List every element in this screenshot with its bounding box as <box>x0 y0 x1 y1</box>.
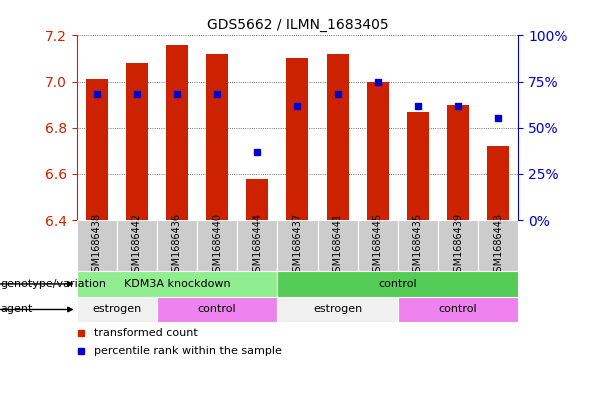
Bar <box>77 220 117 271</box>
Text: agent: agent <box>0 305 32 314</box>
Text: estrogen: estrogen <box>92 305 141 314</box>
Bar <box>126 63 148 220</box>
Bar <box>246 178 269 220</box>
Text: control: control <box>439 305 478 314</box>
Bar <box>77 297 157 322</box>
Text: GSM1686438: GSM1686438 <box>92 213 102 278</box>
Bar <box>237 220 277 271</box>
Bar <box>407 112 429 220</box>
Bar <box>277 297 398 322</box>
Text: control: control <box>198 305 236 314</box>
Text: transformed count: transformed count <box>94 328 198 338</box>
Bar <box>478 220 518 271</box>
Title: GDS5662 / ILMN_1683405: GDS5662 / ILMN_1683405 <box>207 18 388 31</box>
Text: GSM1686441: GSM1686441 <box>333 213 343 278</box>
Bar <box>117 220 157 271</box>
Bar <box>317 220 358 271</box>
Text: estrogen: estrogen <box>313 305 362 314</box>
Bar <box>197 220 237 271</box>
Bar <box>367 82 389 220</box>
Text: GSM1686435: GSM1686435 <box>413 213 423 278</box>
Bar <box>487 146 509 220</box>
Bar <box>398 297 518 322</box>
Bar <box>206 54 228 220</box>
Text: GSM1686442: GSM1686442 <box>132 213 142 278</box>
Bar <box>398 220 438 271</box>
Bar <box>277 220 317 271</box>
Bar <box>438 220 478 271</box>
Text: GSM1686440: GSM1686440 <box>212 213 222 278</box>
Bar <box>166 44 188 220</box>
Bar <box>85 79 108 220</box>
Bar <box>358 220 398 271</box>
Bar <box>77 271 277 297</box>
Text: GSM1686436: GSM1686436 <box>172 213 182 278</box>
Text: percentile rank within the sample: percentile rank within the sample <box>94 345 282 356</box>
Text: GSM1686439: GSM1686439 <box>453 213 463 278</box>
Bar <box>447 105 469 220</box>
Bar <box>277 271 518 297</box>
Text: KDM3A knockdown: KDM3A knockdown <box>124 279 230 289</box>
Text: GSM1686444: GSM1686444 <box>252 213 262 278</box>
Bar <box>326 54 349 220</box>
Bar <box>157 220 197 271</box>
Bar <box>157 297 277 322</box>
Text: genotype/variation: genotype/variation <box>0 279 106 289</box>
Text: GSM1686437: GSM1686437 <box>293 213 302 278</box>
Text: GSM1686445: GSM1686445 <box>373 213 383 278</box>
Text: GSM1686443: GSM1686443 <box>493 213 503 278</box>
Bar <box>286 59 309 220</box>
Text: control: control <box>379 279 417 289</box>
